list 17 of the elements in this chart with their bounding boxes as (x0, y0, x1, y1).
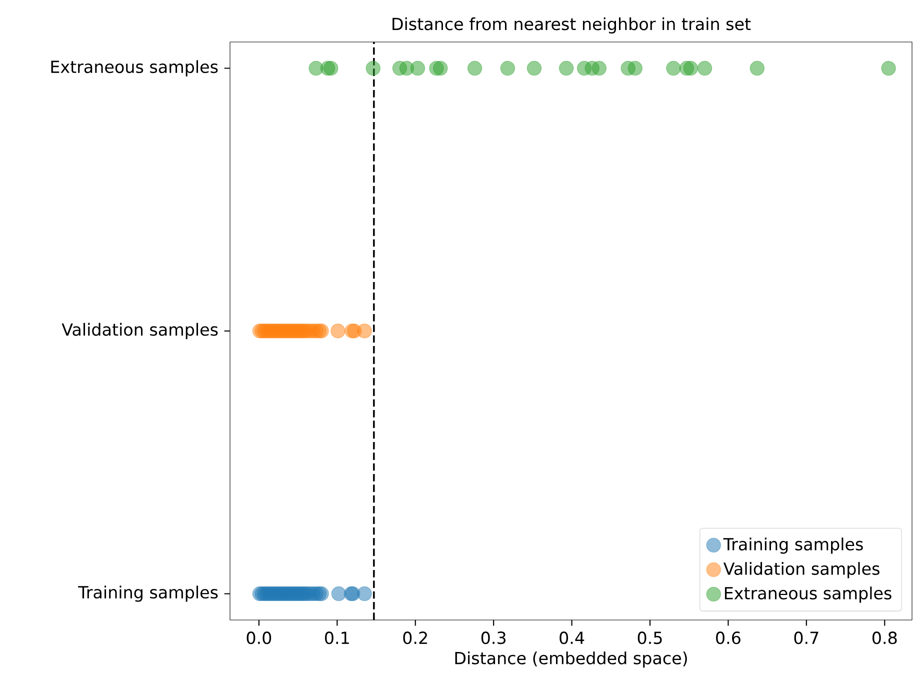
y-tick-label: Training samples (78, 586, 218, 602)
x-tick-label: 0.8 (872, 632, 897, 644)
x-tick-label: 0.2 (403, 632, 427, 644)
chart-title: Distance from nearest neighbor in train set (392, 17, 751, 34)
x-tick-label: 0.5 (638, 632, 662, 644)
x-tick-label: 0.0 (246, 632, 272, 644)
y-tick-label: Extraneous samples (51, 60, 218, 76)
legend-label: Training samples (723, 538, 863, 554)
x-tick-label: 0.7 (794, 632, 818, 644)
x-tick-label: 0.6 (716, 632, 740, 644)
legend-label: Extraneous samples (724, 586, 892, 603)
legend-label: Validation samples (723, 562, 880, 578)
x-axis-title: Distance (embedded space) (455, 651, 687, 668)
x-tick-label: 0.4 (560, 632, 584, 644)
x-tick-label: 0.1 (325, 632, 349, 644)
y-tick-label: Validation samples (62, 322, 218, 340)
x-tick-label: 0.3 (481, 632, 506, 644)
